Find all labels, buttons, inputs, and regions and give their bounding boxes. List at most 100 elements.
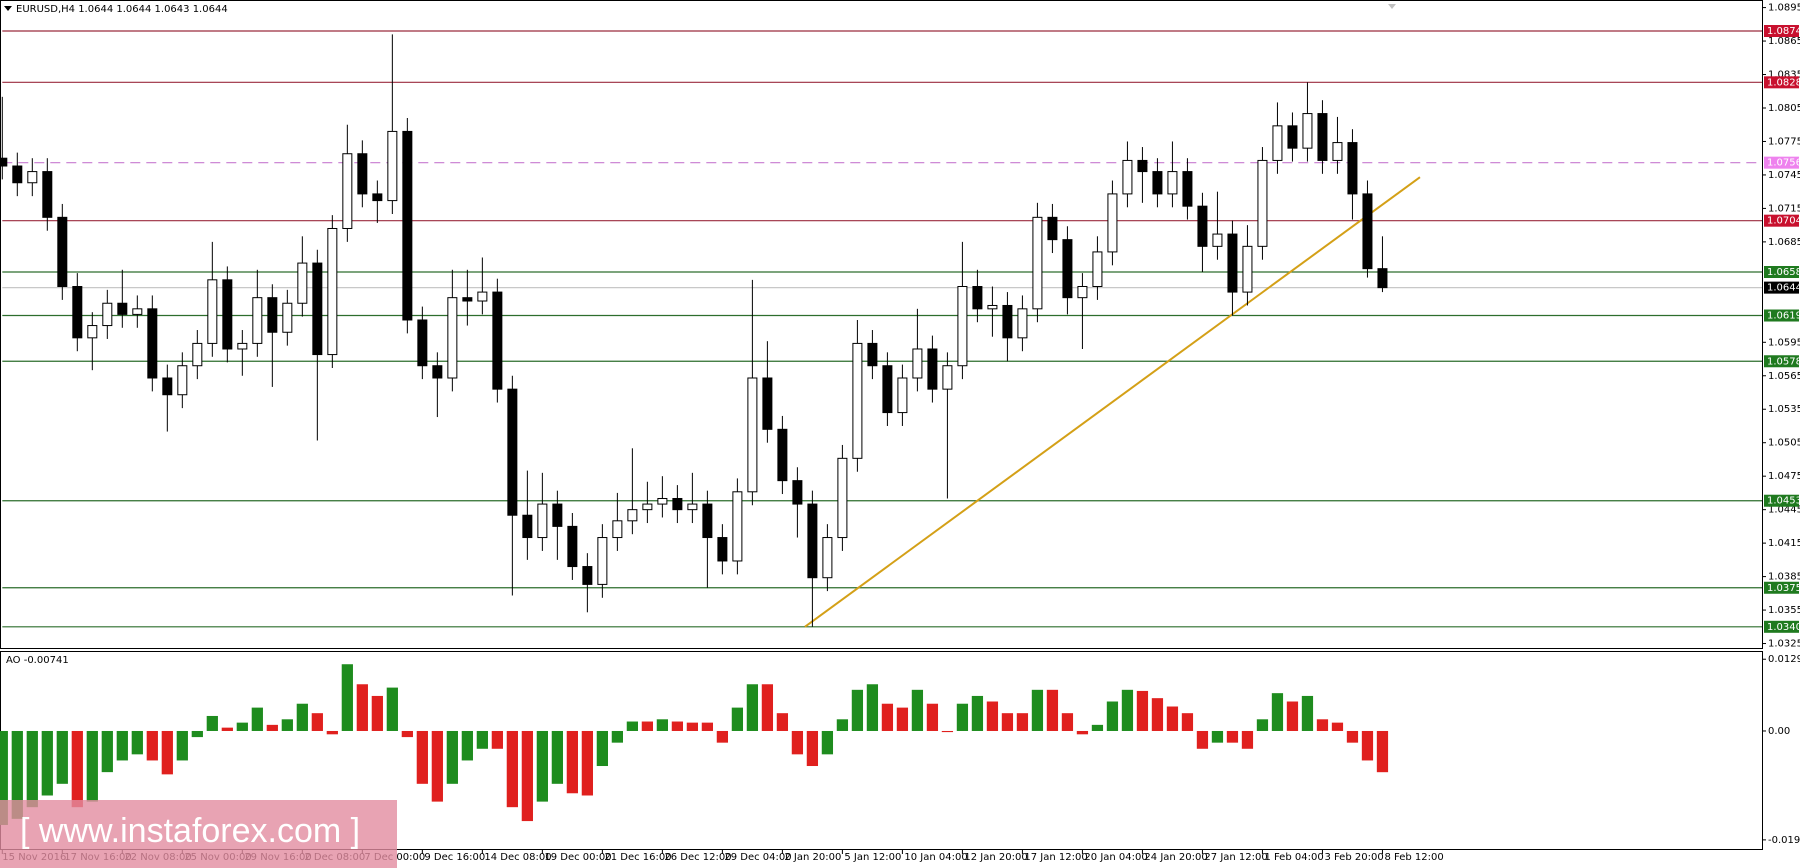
ao-bar — [1031, 689, 1044, 731]
candle-body — [1137, 159, 1148, 173]
level-label-box — [1764, 156, 1799, 169]
watermark-box — [0, 800, 397, 868]
level-label: 1.0704 — [1767, 216, 1800, 227]
candle-body — [1107, 193, 1118, 253]
level-label: 1.0578 — [1767, 356, 1800, 367]
candle-body — [327, 227, 338, 356]
ao-bar — [476, 730, 488, 749]
chart-title: EURUSD,H4 1.0644 1.0644 1.0643 1.0644 — [16, 4, 228, 15]
candle-body — [252, 297, 263, 344]
candle-body — [1227, 233, 1238, 293]
ao-bar — [686, 722, 699, 731]
level-label: 1.0340 — [1767, 622, 1800, 633]
level-label-box — [1764, 25, 1799, 38]
candle-body — [57, 216, 68, 288]
y-tick-label: 1.0355 — [1768, 605, 1800, 616]
level-label: 1.0619 — [1767, 311, 1800, 322]
ao-bar — [971, 695, 984, 731]
ao-bar — [11, 730, 23, 819]
y-tick-label: 1.0775 — [1768, 136, 1800, 147]
candle-body — [1287, 125, 1298, 149]
x-tick-label: 19 Dec 00:00 — [544, 852, 611, 863]
ao-bar — [446, 730, 458, 784]
y-tick-label: 1.0415 — [1768, 538, 1800, 549]
ao-bar — [281, 719, 293, 731]
candle-body — [1332, 142, 1343, 161]
ao-bar — [1136, 690, 1149, 731]
ao-bar — [326, 730, 338, 735]
x-tick-label: 9 Dec 16:00 — [424, 852, 485, 863]
y-tick-label: 1.0865 — [1768, 36, 1800, 47]
ao-bar — [1046, 689, 1059, 731]
candle-body — [1212, 233, 1223, 247]
candle-body — [867, 342, 878, 367]
candle-body — [267, 297, 278, 333]
ao-bar — [26, 730, 38, 808]
ao-bar — [881, 703, 894, 731]
y-tick-label: 1.0895 — [1768, 3, 1800, 14]
candle-body — [672, 497, 683, 511]
level-label: 1.0874 — [1767, 26, 1800, 37]
ao-bar — [1151, 698, 1164, 731]
menu-arrow — [4, 6, 12, 11]
candle-body — [897, 377, 908, 414]
candle-body — [1362, 193, 1373, 270]
candle-body — [942, 365, 953, 390]
ao-bar — [866, 684, 879, 731]
y-tick-label: 1.0685 — [1768, 237, 1800, 248]
ao-title: AO -0.00741 — [6, 655, 69, 666]
ao-bar — [1121, 689, 1134, 731]
candle-body — [927, 348, 938, 390]
candle-body — [762, 377, 773, 430]
ao-bar — [791, 730, 804, 755]
y-tick-label: 1.0325 — [1768, 639, 1800, 650]
y-tick-label: 1.0745 — [1768, 170, 1800, 181]
candle-body — [702, 503, 713, 539]
ao-bar — [1241, 730, 1254, 749]
ao-bar — [341, 664, 353, 731]
level-label-box — [1764, 281, 1799, 294]
candle-body — [882, 365, 893, 414]
ao-bar — [1196, 730, 1209, 749]
ao-bar — [146, 730, 158, 761]
ao-bar — [1181, 713, 1194, 731]
ao-bar — [266, 724, 278, 731]
candle-body — [1002, 304, 1013, 339]
x-tick-label: 2 Jan 20:00 — [784, 852, 841, 863]
level-label: 1.0453 — [1767, 496, 1800, 507]
candle-body — [522, 514, 533, 539]
y-tick-label: 1.0475 — [1768, 471, 1800, 482]
candle-body — [192, 342, 203, 367]
candle-body — [357, 153, 368, 195]
candle-body — [957, 286, 968, 367]
candle-body — [732, 491, 743, 562]
ao-bar — [1301, 695, 1314, 731]
ao-bar — [896, 707, 909, 731]
candle-body — [627, 509, 638, 522]
ao-bar — [1256, 719, 1269, 731]
candle-body — [162, 377, 173, 396]
ao-bar — [0, 730, 8, 825]
x-tick-label: 26 Dec 12:00 — [664, 852, 731, 863]
level-label-box — [1764, 581, 1799, 594]
candle-body — [807, 503, 818, 579]
ao-bar — [1286, 701, 1299, 731]
ao-bar — [491, 730, 503, 749]
y-tick-label: 1.0565 — [1768, 371, 1800, 382]
main-panel — [0, 0, 1763, 649]
candle-body — [1017, 308, 1028, 339]
ao-bar — [851, 689, 864, 731]
candle-body — [432, 365, 443, 379]
candle-body — [297, 262, 308, 304]
ao-bar — [581, 730, 593, 796]
candle-body — [537, 503, 548, 539]
candle-body — [792, 480, 803, 505]
watermark: [ www.instaforex.com ] — [20, 812, 360, 850]
ao-bar — [701, 722, 714, 731]
ao-bar — [536, 730, 548, 802]
ao-bar — [86, 730, 98, 802]
ao-bar — [116, 730, 128, 761]
candle-body — [687, 503, 698, 511]
ao-bar — [311, 713, 323, 731]
y-tick-label: 1.0805 — [1768, 103, 1800, 114]
